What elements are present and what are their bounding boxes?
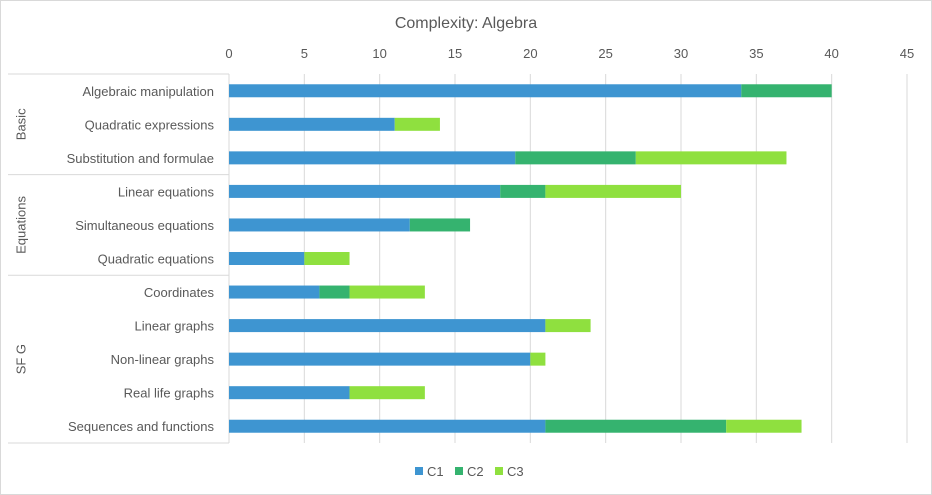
legend-label: C2 <box>467 464 484 479</box>
bar-c1 <box>229 117 395 131</box>
legend-swatch <box>495 467 503 475</box>
x-tick-label: 5 <box>301 46 308 61</box>
x-tick-label: 35 <box>749 46 763 61</box>
bar-c2 <box>409 218 471 232</box>
category-label: Sequences and functions <box>68 419 214 434</box>
legend-swatch <box>415 467 423 475</box>
x-tick-label: 15 <box>448 46 462 61</box>
category-label: Quadratic expressions <box>85 117 215 132</box>
legend-swatch <box>455 467 463 475</box>
x-tick-label: 45 <box>900 46 914 61</box>
bar-c3 <box>545 184 681 198</box>
group-label: SF G <box>13 344 28 374</box>
category-label: Quadratic equations <box>98 252 215 267</box>
legend-label: C3 <box>507 464 524 479</box>
category-label: Linear graphs <box>135 319 215 334</box>
bar-c1 <box>229 252 305 265</box>
bar-c2 <box>515 151 636 165</box>
bar-c2 <box>741 84 832 98</box>
x-tick-label: 40 <box>824 46 838 61</box>
bar-c3 <box>635 151 787 165</box>
bar-c3 <box>726 419 802 433</box>
category-label: Coordinates <box>144 285 215 300</box>
bar-c1 <box>229 184 501 198</box>
bar-c1 <box>229 419 546 433</box>
bar-c2 <box>500 184 546 198</box>
bar-c1 <box>229 151 516 165</box>
bar-c1 <box>229 285 320 299</box>
x-tick-label: 20 <box>523 46 537 61</box>
category-label: Linear equations <box>118 184 215 199</box>
bar-c3 <box>545 319 591 333</box>
chart-title: Complexity: Algebra <box>395 15 537 32</box>
bar-c1 <box>229 218 410 232</box>
category-label: Simultaneous equations <box>75 218 214 233</box>
bar-c3 <box>349 285 425 299</box>
bar-c1 <box>229 319 546 333</box>
category-label: Algebraic manipulation <box>82 84 214 99</box>
category-label: Non-linear graphs <box>111 352 215 367</box>
bar-c1 <box>229 352 531 366</box>
category-label: Real life graphs <box>124 386 215 401</box>
bar-c3 <box>304 252 350 265</box>
group-label: Equations <box>13 196 28 254</box>
x-tick-label: 0 <box>225 46 232 61</box>
bar-c2 <box>319 285 350 299</box>
bar-c3 <box>349 386 425 400</box>
group-label: Basic <box>13 108 28 140</box>
x-tick-label: 10 <box>372 46 386 61</box>
bar-c1 <box>229 84 742 98</box>
bar-c1 <box>229 386 350 400</box>
x-tick-label: 30 <box>674 46 688 61</box>
category-label: Substitution and formulae <box>67 151 214 166</box>
bar-c3 <box>394 117 440 131</box>
bar-c2 <box>545 419 727 433</box>
x-tick-label: 25 <box>598 46 612 61</box>
bar-c3 <box>530 352 546 366</box>
legend-label: C1 <box>427 464 444 479</box>
